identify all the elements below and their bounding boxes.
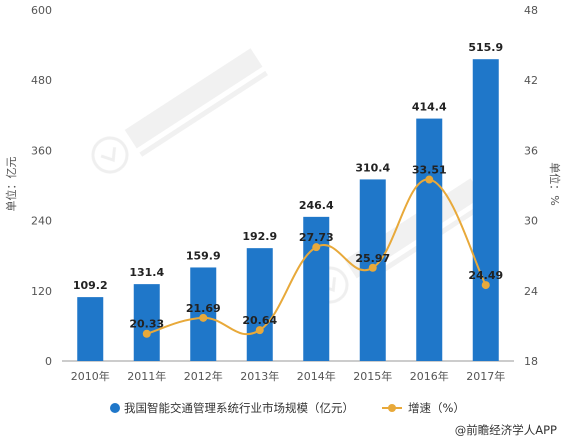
growth-point: [425, 175, 434, 184]
bar-value-label: 159.9: [186, 249, 221, 262]
legend: 我国智能交通管理系统行业市场规模（亿元） 增速（%）: [110, 401, 465, 415]
legend-bar-label: 我国智能交通管理系统行业市场规模（亿元）: [124, 401, 354, 415]
bar-value-label: 192.9: [242, 230, 277, 243]
growth-value-label: 20.33: [129, 318, 164, 331]
y-tick-label: 0: [45, 355, 52, 368]
x-tick-label: 2016年: [410, 369, 449, 383]
growth-value-label: 25.97: [355, 252, 390, 265]
x-tick-label: 2012年: [184, 369, 223, 383]
bar: [303, 216, 330, 361]
bar-value-label: 109.2: [73, 279, 108, 292]
bar-value-label: 246.4: [299, 199, 334, 212]
bar-value-label: 310.4: [355, 161, 390, 174]
legend-line-dot: [388, 404, 396, 412]
legend-bar-marker: [110, 403, 120, 413]
bar-value-label: 131.4: [129, 266, 164, 279]
bar-value-label: 414.4: [412, 101, 447, 114]
x-tick-label: 2014年: [297, 369, 336, 383]
y-tick-label: 480: [31, 74, 52, 87]
x-tick-label: 2017年: [466, 369, 505, 383]
growth-point: [481, 281, 490, 290]
growth-point: [255, 326, 264, 335]
x-tick-label: 2010年: [71, 369, 110, 383]
growth-point: [368, 263, 377, 272]
x-tick-label: 2013年: [240, 369, 279, 383]
bar: [416, 118, 443, 362]
y-tick-label: 600: [31, 4, 52, 17]
bar-value-label: 515.9: [468, 41, 503, 54]
y2-tick-label: 30: [524, 215, 538, 228]
y-tick-label: 120: [31, 285, 52, 298]
y2-tick-label: 48: [524, 4, 538, 17]
y2-axis-title: 单位：%: [548, 162, 562, 205]
bar: [77, 297, 104, 361]
growth-value-label: 33.51: [412, 164, 447, 177]
growth-point: [199, 313, 208, 322]
bar: [472, 59, 499, 362]
x-tick-label: 2015年: [353, 369, 392, 383]
bar: [246, 248, 273, 361]
growth-value-label: 20.64: [242, 314, 277, 327]
growth-point: [312, 243, 321, 252]
bar: [133, 284, 160, 361]
x-tick-label: 2011年: [127, 369, 166, 383]
y2-tick-label: 42: [524, 74, 538, 87]
y-tick-label: 240: [31, 215, 52, 228]
legend-line-label: 增速（%）: [408, 401, 465, 415]
y-axis-title: 单位：亿元: [4, 157, 18, 212]
y2-tick-label: 18: [524, 355, 538, 368]
y-tick-label: 360: [31, 144, 52, 157]
y2-tick-label: 24: [524, 285, 538, 298]
growth-value-label: 21.69: [186, 302, 221, 315]
growth-point: [142, 329, 151, 338]
growth-value-label: 27.73: [299, 231, 334, 244]
y2-tick-label: 36: [524, 144, 538, 157]
growth-value-label: 24.49: [468, 269, 503, 282]
source-text: @前瞻经济学人APP: [455, 423, 557, 437]
